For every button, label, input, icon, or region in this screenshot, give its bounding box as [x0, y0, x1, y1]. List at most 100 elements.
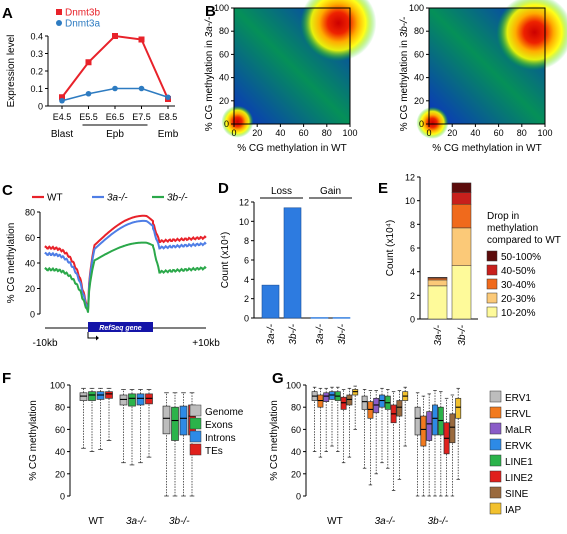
6-y-tick-label: 60 — [291, 425, 301, 435]
0-y-tick-label: 0 — [38, 102, 43, 112]
4-y-tick-label: 12 — [405, 173, 415, 183]
chart-g-legend-swatch — [489, 486, 502, 499]
b-y-axis-title-genotype: 3b-/- — [399, 16, 410, 37]
c-legend-label: WT — [47, 193, 63, 204]
chart-g-box — [455, 397, 462, 419]
panel-label-a: A — [2, 5, 13, 22]
4-y-tick-label: 0 — [410, 315, 415, 325]
e-legend-label: 30-40% — [501, 280, 536, 291]
c-series-line-2 — [44, 241, 207, 313]
b-x-tick-label: 100 — [342, 128, 357, 138]
b-x-tick-label: 80 — [322, 128, 332, 138]
e-legend-swatch — [486, 306, 498, 318]
chart-f-legend-swatch — [189, 443, 202, 456]
chart-g-legend-label: ERVL — [505, 409, 531, 420]
c-legend-label: 3b-/- — [167, 193, 188, 204]
a-point — [59, 94, 65, 101]
chart-f-y-axis-title: % CG methylation — [28, 400, 39, 481]
a-point — [138, 36, 145, 43]
a-group-label: Epb — [106, 129, 124, 140]
chart-f-box — [96, 391, 105, 400]
chart-g-group-label: 3b-/- — [428, 516, 449, 527]
4-y-tick-label: 2 — [410, 291, 415, 301]
3-y-tick-label: 10 — [239, 217, 249, 227]
a-x-tick-label: E5.5 — [79, 112, 98, 122]
e-bar-segment — [451, 265, 472, 320]
5-y-tick-label: 100 — [50, 381, 65, 391]
3-y-tick-label: 2 — [244, 294, 249, 304]
5-y-tick-label: 40 — [55, 447, 65, 457]
5-y-tick-label: 60 — [55, 425, 65, 435]
5-y-tick-label: 80 — [55, 403, 65, 413]
chart-g-legend-swatch — [489, 438, 502, 451]
b-y-axis-title: % CG methylation in 3b-/- — [399, 16, 410, 131]
chart-g-box — [340, 396, 347, 410]
panel-label-g: G — [272, 370, 284, 387]
c-y-axis-title: % CG methylation — [6, 223, 17, 304]
b-x-tick-label: 100 — [537, 128, 552, 138]
a-point — [85, 59, 92, 66]
3-y-tick-label: 12 — [239, 198, 249, 208]
6-y-tick-label: 40 — [291, 447, 301, 457]
c-legend-label: 3a-/- — [107, 193, 128, 204]
2-y-tick-label: 40 — [25, 259, 35, 269]
b-x-tick-label: 0 — [231, 128, 236, 138]
chart-g-legend-swatch — [489, 406, 502, 419]
chart-g-box — [414, 406, 421, 436]
e-legend-swatch — [486, 292, 498, 304]
c-gene-box — [88, 322, 153, 332]
chart-f-group-label: WT — [88, 516, 104, 527]
chart-g-box — [352, 389, 359, 396]
b-y-tick-label: 80 — [219, 26, 229, 36]
b-y-axis-title: % CG methylation in 3a-/- — [204, 16, 215, 131]
0-y-tick-label: 0.4 — [30, 32, 43, 42]
c-series-line-1 — [44, 219, 207, 312]
b-y-tick-label: 60 — [414, 49, 424, 59]
chart-g-legend-label: ERV1 — [505, 393, 531, 404]
e-x-tick-label: 3b-/- — [457, 324, 468, 345]
chart-g-legend-label: SINE — [505, 489, 529, 500]
chart-g-box — [367, 401, 374, 419]
b-hotspot — [416, 106, 449, 139]
b-x-axis-title: % CG methylation in WT — [432, 143, 541, 154]
chart-g-box — [373, 397, 380, 414]
a-legend-marker — [56, 20, 62, 26]
chart-f-box — [145, 393, 153, 405]
chart-f-legend-label: TEs — [205, 446, 223, 457]
b-frame — [428, 7, 546, 125]
e-bar-segment — [451, 192, 472, 205]
b-y-tick-label: 100 — [409, 3, 424, 13]
a-point — [112, 33, 118, 39]
chart-f-box — [105, 391, 113, 399]
chart-f-legend-swatch — [189, 404, 202, 417]
e-bar-segment — [427, 285, 448, 320]
chart-g-box — [420, 415, 427, 447]
b-hotspot — [300, 0, 377, 62]
chart-g-box — [396, 400, 403, 417]
3-y-tick-label: 8 — [244, 236, 249, 246]
b-x-tick-label: 60 — [299, 128, 309, 138]
a-y-axis-title: Expression level — [6, 35, 17, 108]
chart-g-legend-label: ERVK — [505, 441, 532, 452]
chart-g-legend-swatch — [489, 422, 502, 435]
chart-g-legend-swatch — [489, 390, 502, 403]
c-gene-label: RefSeq gene — [99, 325, 142, 332]
e-y-axis-title: Count (x10⁴) — [385, 220, 396, 277]
chart-g-box — [437, 406, 444, 436]
b-x-tick-label: 0 — [426, 128, 431, 138]
d-bar — [261, 284, 280, 319]
a-point — [59, 97, 65, 104]
3-y-tick-label: 6 — [244, 256, 249, 266]
panel-label-f: F — [2, 370, 11, 387]
b-x-tick-label: 20 — [447, 128, 457, 138]
e-legend-label: 50-100% — [501, 252, 541, 263]
a-point — [112, 85, 118, 92]
5-y-tick-label: 0 — [60, 492, 65, 502]
6-y-tick-label: 80 — [291, 403, 301, 413]
b-frame — [233, 7, 351, 125]
d-x-tick-label: 3b-/- — [337, 323, 348, 344]
chart-g-legend-label: MaLR — [505, 425, 532, 436]
d-x-tick-label: 3b-/- — [288, 323, 299, 344]
e-bar-segment — [451, 182, 472, 193]
